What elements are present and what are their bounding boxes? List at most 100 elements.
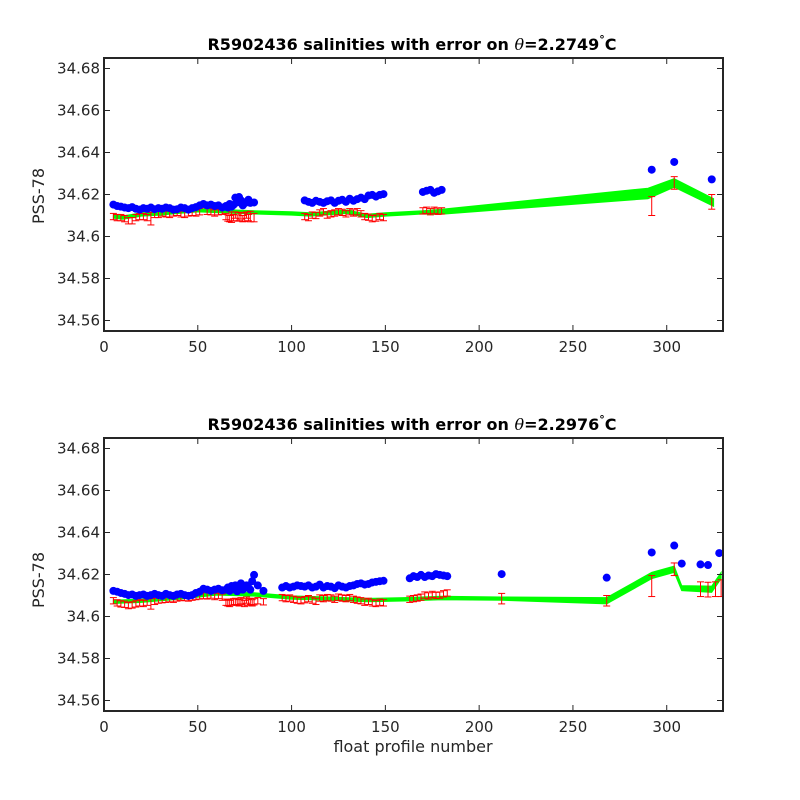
- top-error-bar: [430, 206, 438, 214]
- top-x-tick-label: 150: [371, 338, 400, 356]
- top-data-point: [437, 185, 446, 194]
- bottom-error-bar: [250, 598, 258, 606]
- top-error-bar: [312, 211, 320, 220]
- bottom-x-tick-label: 200: [465, 718, 494, 736]
- top-data-point: [707, 175, 716, 184]
- bottom-error-bar: [342, 595, 350, 603]
- bottom-x-tick-label: 50: [188, 718, 207, 736]
- top-error-bar: [319, 208, 327, 216]
- top-error-bar: [419, 207, 427, 215]
- top-y-tick-label: 34.66: [57, 102, 100, 120]
- bottom-error-bar: [312, 597, 320, 606]
- bottom-data-point: [379, 576, 388, 585]
- bottom-error-bar: [436, 591, 444, 599]
- bottom-error-bar: [357, 597, 365, 605]
- top-error-bar: [117, 213, 125, 222]
- top-y-axis-label: PSS-78: [29, 168, 48, 224]
- bottom-data-point: [259, 586, 268, 595]
- bottom-error-bar: [346, 593, 354, 602]
- top-y-tick-label: 34.56: [57, 312, 100, 330]
- top-error-bar: [139, 212, 147, 221]
- top-error-bar: [143, 213, 151, 222]
- bottom-y-axis-label: PSS-78: [29, 552, 48, 608]
- top-error-bar: [250, 212, 258, 223]
- bottom-error-bar: [259, 598, 267, 606]
- bottom-chart-title: R5902436 salinities with error on θ=2.29…: [207, 413, 616, 434]
- bottom-x-tick-label: 100: [277, 718, 306, 736]
- bottom-error-bar: [132, 600, 140, 608]
- bottom-error-bar: [139, 599, 147, 608]
- top-error-bar: [334, 208, 342, 216]
- top-error-bar: [426, 208, 434, 216]
- bottom-error-bar: [670, 562, 678, 577]
- top-error-bar: [304, 213, 312, 222]
- top-mapped-band: [112, 178, 715, 220]
- top-data-point: [379, 190, 388, 199]
- bottom-data-point: [246, 585, 255, 594]
- bottom-data-point: [715, 549, 723, 558]
- top-panel: R5902436 salinities with error on θ=2.27…: [29, 33, 724, 356]
- top-error-bar: [121, 215, 129, 223]
- top-error-bar: [353, 208, 361, 216]
- bottom-y-tick-label: 34.62: [57, 566, 100, 584]
- bottom-error-bar: [353, 596, 361, 604]
- bottom-error-bar: [286, 594, 294, 602]
- top-error-bar: [357, 210, 365, 218]
- bottom-error-bar: [297, 597, 305, 605]
- top-error-bar: [346, 208, 354, 216]
- bottom-x-tick-label: 300: [652, 718, 681, 736]
- bottom-error-bar: [410, 595, 417, 603]
- bottom-data-layer: [109, 541, 723, 610]
- bottom-error-bar: [124, 601, 132, 610]
- bottom-mapped-band: [112, 565, 722, 605]
- bottom-error-bar: [113, 599, 121, 607]
- bottom-error-bar: [338, 594, 346, 602]
- bottom-plot-area: 0 50 100 150 200 250 300 34.56 34.58 34.6 34.62 34.…: [57, 437, 724, 736]
- top-error-bar: [327, 210, 335, 218]
- bottom-data-point: [647, 548, 656, 557]
- bottom-data-point: [602, 573, 611, 582]
- top-y-tick-label: 34.64: [57, 144, 100, 162]
- bottom-error-bar: [109, 597, 117, 605]
- bottom-error-bar: [696, 581, 704, 598]
- bottom-y-tick-label: 34.56: [57, 692, 100, 710]
- bottom-error-bar: [128, 601, 136, 609]
- top-y-tick-label: 34.6: [67, 228, 100, 246]
- top-error-bar: [372, 214, 380, 222]
- bottom-y-tick-label: 34.66: [57, 482, 100, 500]
- top-x-tick-label: 200: [465, 338, 494, 356]
- top-error-bar: [323, 211, 331, 219]
- top-error-bar: [364, 213, 372, 221]
- bottom-error-bar: [704, 581, 712, 598]
- bottom-y-tick-label: 34.68: [57, 440, 100, 458]
- bottom-error-bar: [349, 595, 357, 603]
- top-plot-area: 0 50 100 150 200 250 300 34.56 34.58 34.6 34.62 34.…: [57, 57, 724, 356]
- bottom-error-bar: [364, 597, 372, 606]
- bottom-error-bar: [361, 598, 369, 606]
- top-error-bar: [342, 210, 350, 218]
- top-error-bar: [132, 213, 140, 222]
- bottom-error-bar: [254, 597, 262, 605]
- top-error-bar: [128, 217, 136, 225]
- top-data-layer: [109, 157, 716, 226]
- top-x-tick-label: 50: [188, 338, 207, 356]
- bottom-error-bar: [413, 594, 421, 602]
- bottom-error-bar: [327, 594, 335, 602]
- bottom-error-bar: [421, 591, 429, 599]
- bottom-error-bar: [319, 595, 327, 603]
- bottom-x-axis-label: float profile number: [333, 737, 493, 756]
- bottom-y-tick-label: 34.6: [67, 608, 100, 626]
- bottom-x-tick-label: 150: [371, 718, 400, 736]
- top-y-tick-label: 34.62: [57, 186, 100, 204]
- bottom-data-point: [703, 561, 712, 570]
- bottom-error-bar: [425, 592, 433, 600]
- bottom-error-bar: [304, 595, 312, 603]
- bottom-panel: R5902436 salinities with error on θ=2.29…: [29, 413, 724, 756]
- bottom-error-bar: [308, 596, 316, 604]
- top-error-bar: [376, 212, 384, 221]
- bottom-error-bar: [316, 594, 324, 602]
- top-data-point: [647, 165, 656, 174]
- bottom-error-bar: [379, 599, 387, 607]
